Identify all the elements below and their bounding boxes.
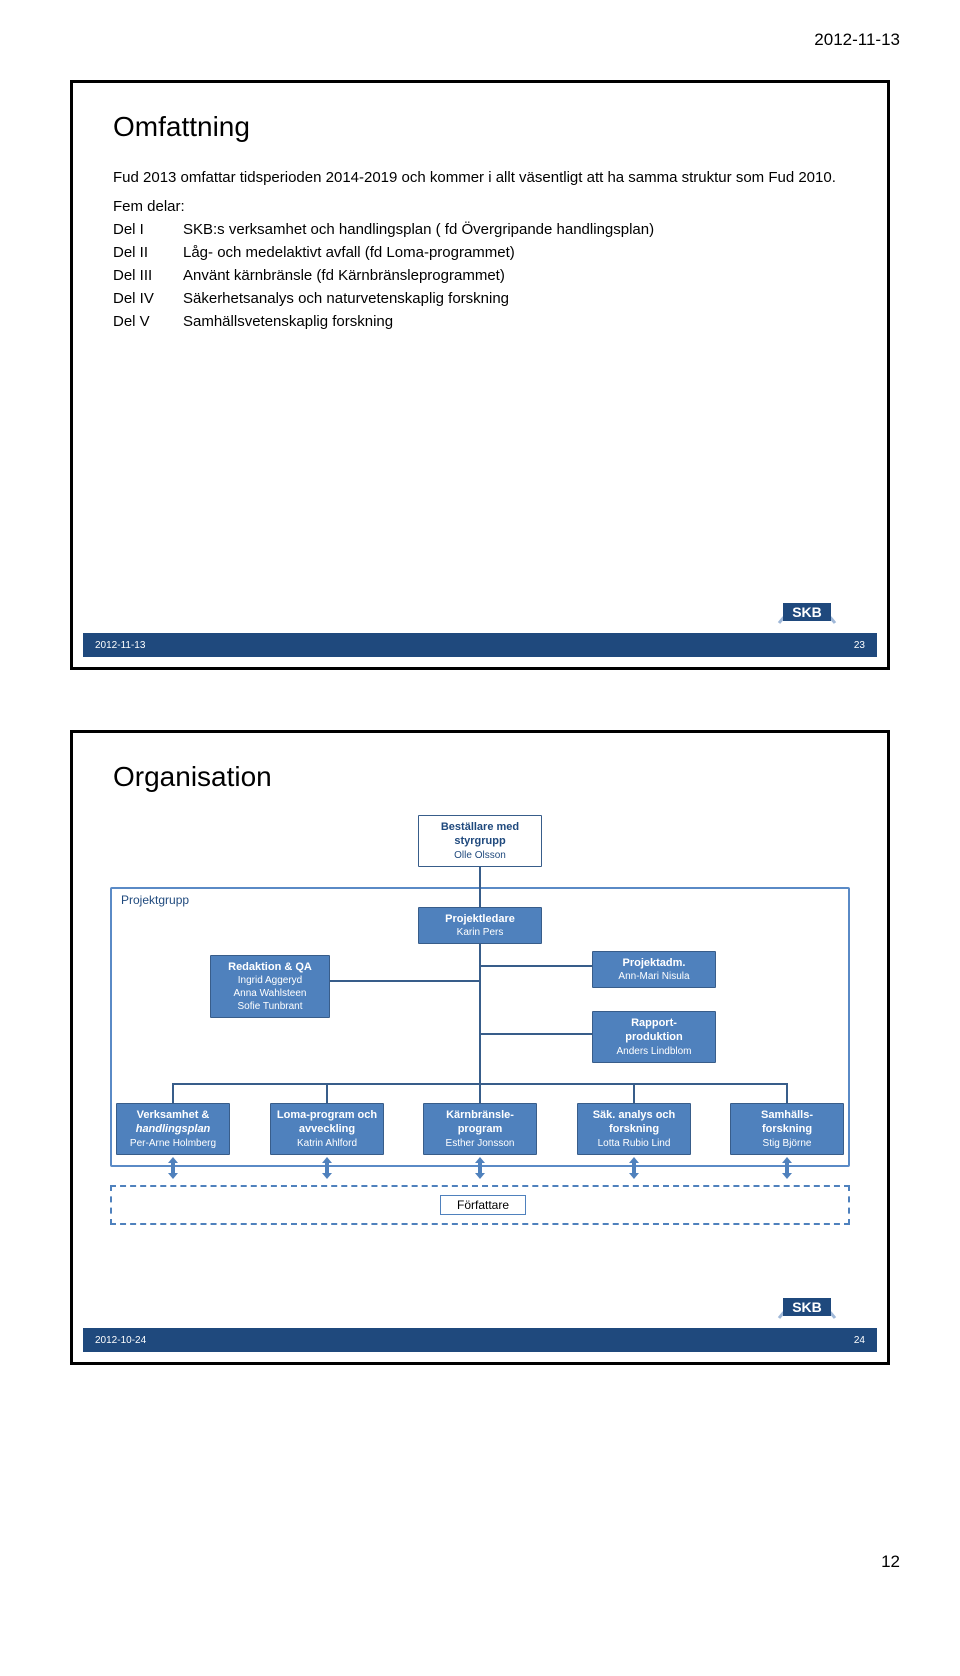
node-karnbransle: Kärnbränsle- program Esther Jonsson: [423, 1103, 537, 1155]
node-title: Verksamhet &: [120, 1108, 226, 1122]
node-verksamhet: Verksamhet & handlingsplan Per-Arne Holm…: [116, 1103, 230, 1155]
delar-list: Del ISKB:s verksamhet och handlingsplan …: [73, 215, 887, 330]
del-value: SKB:s verksamhet och handlingsplan ( fd …: [183, 221, 847, 238]
del-value: Samhällsvetenskaplig forskning: [183, 313, 847, 330]
page-date-header: 2012-11-13: [60, 30, 900, 50]
node-projektadm: Projektadm. Ann-Mari Nisula: [592, 951, 716, 988]
node-bestallare: Beställare med styrgrupp Olle Olsson: [418, 815, 542, 867]
connector-line: [172, 1083, 174, 1103]
connector-line: [480, 965, 592, 967]
double-arrow-icon: [320, 1157, 334, 1179]
page-number: 12: [881, 1552, 900, 1572]
intro-text: Fud 2013 omfattar tidsperioden 2014-2019…: [73, 155, 887, 190]
connector-line: [479, 943, 481, 1083]
node-sub: Per-Arne Holmberg: [120, 1137, 226, 1150]
org-chart: Projektgrupp Beställare med styrgrupp: [110, 815, 850, 1245]
node-sub: Anders Lindblom: [596, 1045, 712, 1058]
slide-footer: 2012-10-24 24: [83, 1328, 877, 1352]
slide-title: Omfattning: [73, 83, 887, 155]
connector-line: [480, 1033, 592, 1035]
del-key: Del V: [113, 313, 183, 330]
node-rapport: Rapport- produktion Anders Lindblom: [592, 1011, 716, 1063]
footer-page-num: 23: [854, 640, 865, 651]
double-arrow-icon: [473, 1157, 487, 1179]
double-arrow-icon: [780, 1157, 794, 1179]
node-title: Samhälls- forskning: [734, 1108, 840, 1137]
node-sub: Katrin Ahlford: [274, 1137, 380, 1150]
double-arrow-icon: [627, 1157, 641, 1179]
forfattare-label: Författare: [440, 1195, 526, 1215]
node-title: Projektledare: [422, 912, 538, 926]
node-title: Loma-program och avveckling: [274, 1108, 380, 1137]
connector-line: [479, 865, 481, 907]
del-value: Använt kärnbränsle (fd Kärnbränsleprogra…: [183, 267, 847, 284]
svg-text:SKB: SKB: [792, 604, 822, 620]
del-key: Del III: [113, 267, 183, 284]
skb-logo: SKB: [777, 1288, 837, 1320]
del-value: Låg- och medelaktivt avfall (fd Loma-pro…: [183, 244, 847, 261]
del-key: Del II: [113, 244, 183, 261]
node-title-2: handlingsplan: [120, 1122, 226, 1136]
node-title: Kärnbränsle- program: [427, 1108, 533, 1137]
node-samhalls: Samhälls- forskning Stig Björne: [730, 1103, 844, 1155]
node-title: Beställare med styrgrupp: [422, 820, 538, 849]
node-sub: Karin Pers: [422, 926, 538, 939]
slide-footer: 2012-11-13 23: [83, 633, 877, 657]
slide-organisation: Organisation Projektgrupp: [70, 730, 890, 1365]
del-value: Säkerhetsanalys och naturvetenskaplig fo…: [183, 290, 847, 307]
connector-line: [479, 1083, 481, 1103]
del-key: Del I: [113, 221, 183, 238]
node-projektledare: Projektledare Karin Pers: [418, 907, 542, 944]
node-title: Projektadm.: [596, 956, 712, 970]
del-key: Del IV: [113, 290, 183, 307]
svg-text:SKB: SKB: [792, 1299, 822, 1315]
footer-date: 2012-10-24: [95, 1335, 146, 1346]
connector-line: [786, 1083, 788, 1103]
double-arrow-icon: [166, 1157, 180, 1179]
node-title: Redaktion & QA: [214, 960, 326, 974]
node-sub: Stig Björne: [734, 1137, 840, 1150]
skb-logo: SKB: [777, 593, 837, 625]
connector-line: [326, 1083, 328, 1103]
node-sub: Lotta Rubio Lind: [581, 1137, 687, 1150]
footer-page-num: 24: [854, 1335, 865, 1346]
node-sub: Olle Olsson: [422, 849, 538, 862]
slide-omfattning: Omfattning Fud 2013 omfattar tidsperiode…: [70, 80, 890, 670]
node-title: Säk. analys och forskning: [581, 1108, 687, 1137]
node-title: Rapport- produktion: [596, 1016, 712, 1045]
slide-title: Organisation: [73, 733, 887, 805]
projektgrupp-label: Projektgrupp: [118, 893, 192, 907]
node-sub: Ann-Mari Nisula: [596, 970, 712, 983]
node-sub: Esther Jonsson: [427, 1137, 533, 1150]
fem-delar-label: Fem delar:: [73, 190, 887, 215]
node-sub: Ingrid Aggeryd Anna Wahlsteen Sofie Tunb…: [214, 974, 326, 1013]
node-loma: Loma-program och avveckling Katrin Ahlfo…: [270, 1103, 384, 1155]
node-sak: Säk. analys och forskning Lotta Rubio Li…: [577, 1103, 691, 1155]
connector-line: [330, 980, 480, 982]
node-redaktion: Redaktion & QA Ingrid Aggeryd Anna Wahls…: [210, 955, 330, 1018]
footer-date: 2012-11-13: [95, 640, 145, 651]
connector-line: [633, 1083, 635, 1103]
